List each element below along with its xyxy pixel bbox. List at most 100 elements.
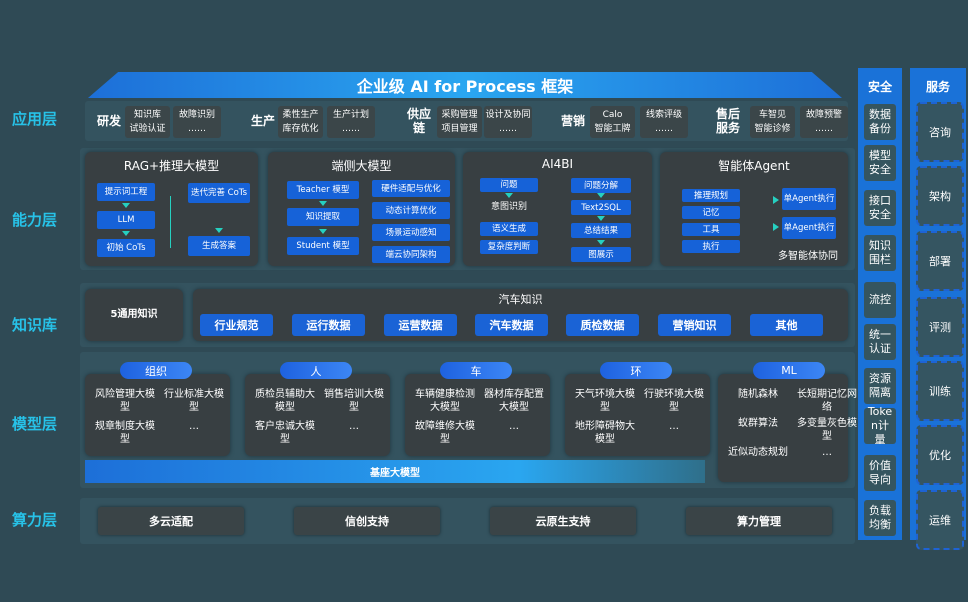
- capability-block[interactable]: 硬件适配与优化: [372, 180, 450, 197]
- application-box: 知识库 试验认证: [125, 106, 170, 138]
- down-arrow-icon: [122, 231, 130, 236]
- model-item[interactable]: 多变量灰色模型: [797, 418, 857, 442]
- security-item: 资源隔离: [864, 368, 896, 404]
- capability-block[interactable]: 执行: [682, 240, 740, 253]
- capability-block[interactable]: 单Agent执行: [782, 217, 836, 239]
- model-item[interactable]: 质检员辅助大模型: [255, 389, 315, 413]
- model-item[interactable]: 近似动态规划: [728, 447, 788, 458]
- application-box: 生产计划 ……: [327, 106, 375, 138]
- application-item[interactable]: 智能工牌: [594, 124, 631, 134]
- row-label: 能力层: [12, 211, 58, 229]
- model-item[interactable]: …: [509, 421, 519, 432]
- capability-block[interactable]: 复杂度判断: [480, 240, 538, 254]
- application-item[interactable]: 生产计划: [332, 110, 369, 120]
- model-item[interactable]: 长短期记忆网络: [797, 389, 857, 413]
- model-category-pill[interactable]: 人: [280, 362, 352, 379]
- security-item: 接口安全: [864, 190, 896, 226]
- capability-block[interactable]: 知识提取: [287, 208, 359, 226]
- model-item[interactable]: 规章制度大模型: [95, 421, 155, 445]
- model-item[interactable]: 销售培训大模型: [324, 389, 384, 413]
- application-item[interactable]: 知识库: [133, 110, 161, 120]
- capability-block[interactable]: 图展示: [571, 247, 631, 262]
- knowledge-chip[interactable]: 质检数据: [566, 314, 639, 336]
- capability-block[interactable]: 生成答案: [188, 236, 250, 256]
- service-item: 评测: [916, 297, 964, 357]
- model-item[interactable]: 行驶环境大模型: [644, 389, 704, 413]
- framework-title-banner: 企业级 AI for Process 框架: [88, 72, 842, 98]
- application-item[interactable]: 项目管理: [441, 124, 478, 134]
- application-box: 柔性生产 库存优化: [278, 106, 323, 138]
- application-item[interactable]: 试验认证: [129, 124, 166, 134]
- knowledge-chip[interactable]: 汽车数据: [475, 314, 548, 336]
- application-item[interactable]: ……: [499, 124, 517, 134]
- application-item[interactable]: ……: [815, 124, 833, 134]
- model-item[interactable]: 行业标准大模型: [164, 389, 224, 413]
- model-item[interactable]: 地形障碍物大模型: [575, 421, 635, 445]
- application-item[interactable]: 智能诊修: [754, 124, 791, 134]
- model-item[interactable]: …: [669, 421, 679, 432]
- model-item[interactable]: 天气环境大模型: [575, 389, 635, 413]
- knowledge-chip[interactable]: 营销知识: [658, 314, 731, 336]
- capability-block[interactable]: 语义生成: [480, 222, 538, 236]
- down-arrow-icon: [597, 216, 605, 221]
- model-item[interactable]: …: [189, 421, 199, 432]
- application-item[interactable]: 故障识别: [178, 110, 215, 120]
- capability-block[interactable]: Student 模型: [287, 237, 359, 255]
- model-category-pill[interactable]: 车: [440, 362, 512, 379]
- application-item[interactable]: 柔性生产: [282, 110, 319, 120]
- capability-block[interactable]: Text2SQL: [571, 200, 631, 215]
- capability-block[interactable]: 初始 CoTs: [97, 239, 155, 257]
- application-item[interactable]: Calo: [602, 110, 623, 120]
- agent-footer: 多智能体协同: [778, 251, 838, 262]
- application-section-label: 生产: [250, 114, 275, 128]
- capability-block[interactable]: 问题: [480, 178, 538, 192]
- capability-block[interactable]: 推理规划: [682, 189, 740, 202]
- model-item[interactable]: 故障维修大模型: [415, 421, 475, 445]
- row-label: 模型层: [12, 415, 58, 433]
- application-item[interactable]: 设计及协同: [485, 110, 531, 120]
- compute-item: 云原生支持: [490, 507, 636, 535]
- model-item[interactable]: 客户忠诚大模型: [255, 421, 315, 445]
- security-item: 模型安全: [864, 145, 896, 181]
- application-item[interactable]: ……: [188, 124, 206, 134]
- model-item[interactable]: …: [822, 447, 832, 458]
- model-category-pill[interactable]: 组织: [120, 362, 192, 379]
- model-item[interactable]: …: [349, 421, 359, 432]
- model-card: [565, 374, 710, 456]
- capability-block[interactable]: 工具: [682, 223, 740, 236]
- security-item: 数据备份: [864, 104, 896, 140]
- capability-block[interactable]: 单Agent执行: [782, 188, 836, 210]
- model-category-pill[interactable]: ML: [753, 362, 825, 379]
- capability-block[interactable]: 记忆: [682, 206, 740, 219]
- application-item[interactable]: ……: [342, 124, 360, 134]
- capability-block[interactable]: 动态计算优化: [372, 202, 450, 219]
- capability-block[interactable]: 场景运动感知: [372, 224, 450, 241]
- capability-card-title: 端侧大模型: [331, 159, 392, 173]
- knowledge-chip[interactable]: 其他: [750, 314, 823, 336]
- capability-block[interactable]: 迭代完善 CoTs: [188, 183, 250, 203]
- application-item[interactable]: ……: [655, 124, 673, 134]
- knowledge-chip[interactable]: 行业规范: [200, 314, 273, 336]
- model-item[interactable]: 随机森林: [738, 389, 778, 400]
- application-item[interactable]: 采购管理: [441, 110, 478, 120]
- model-item[interactable]: 风险管理大模型: [95, 389, 155, 413]
- application-box: 采购管理 项目管理: [437, 106, 482, 138]
- capability-block[interactable]: 提示词工程: [97, 183, 155, 201]
- application-item[interactable]: 故障预警: [805, 110, 842, 120]
- application-item[interactable]: 库存优化: [282, 124, 319, 134]
- capability-block[interactable]: 端云协同架构: [372, 246, 450, 263]
- security-item: 价值导向: [864, 455, 896, 491]
- capability-block[interactable]: 总结结果: [571, 223, 631, 238]
- capability-block[interactable]: LLM: [97, 211, 155, 229]
- model-item[interactable]: 蚁群算法: [738, 418, 778, 429]
- knowledge-chip[interactable]: 运营数据: [384, 314, 457, 336]
- application-item[interactable]: 车智见: [758, 110, 786, 120]
- application-box: 故障预警 ……: [800, 106, 848, 138]
- application-item[interactable]: 线索评级: [645, 110, 682, 120]
- knowledge-chip[interactable]: 运行数据: [292, 314, 365, 336]
- capability-block[interactable]: Teacher 模型: [287, 181, 359, 199]
- model-item[interactable]: 车辆健康检测大模型: [415, 389, 475, 413]
- model-item[interactable]: 器材库存配置大模型: [484, 389, 544, 413]
- model-category-pill[interactable]: 环: [600, 362, 672, 379]
- capability-block[interactable]: 问题分解: [571, 178, 631, 193]
